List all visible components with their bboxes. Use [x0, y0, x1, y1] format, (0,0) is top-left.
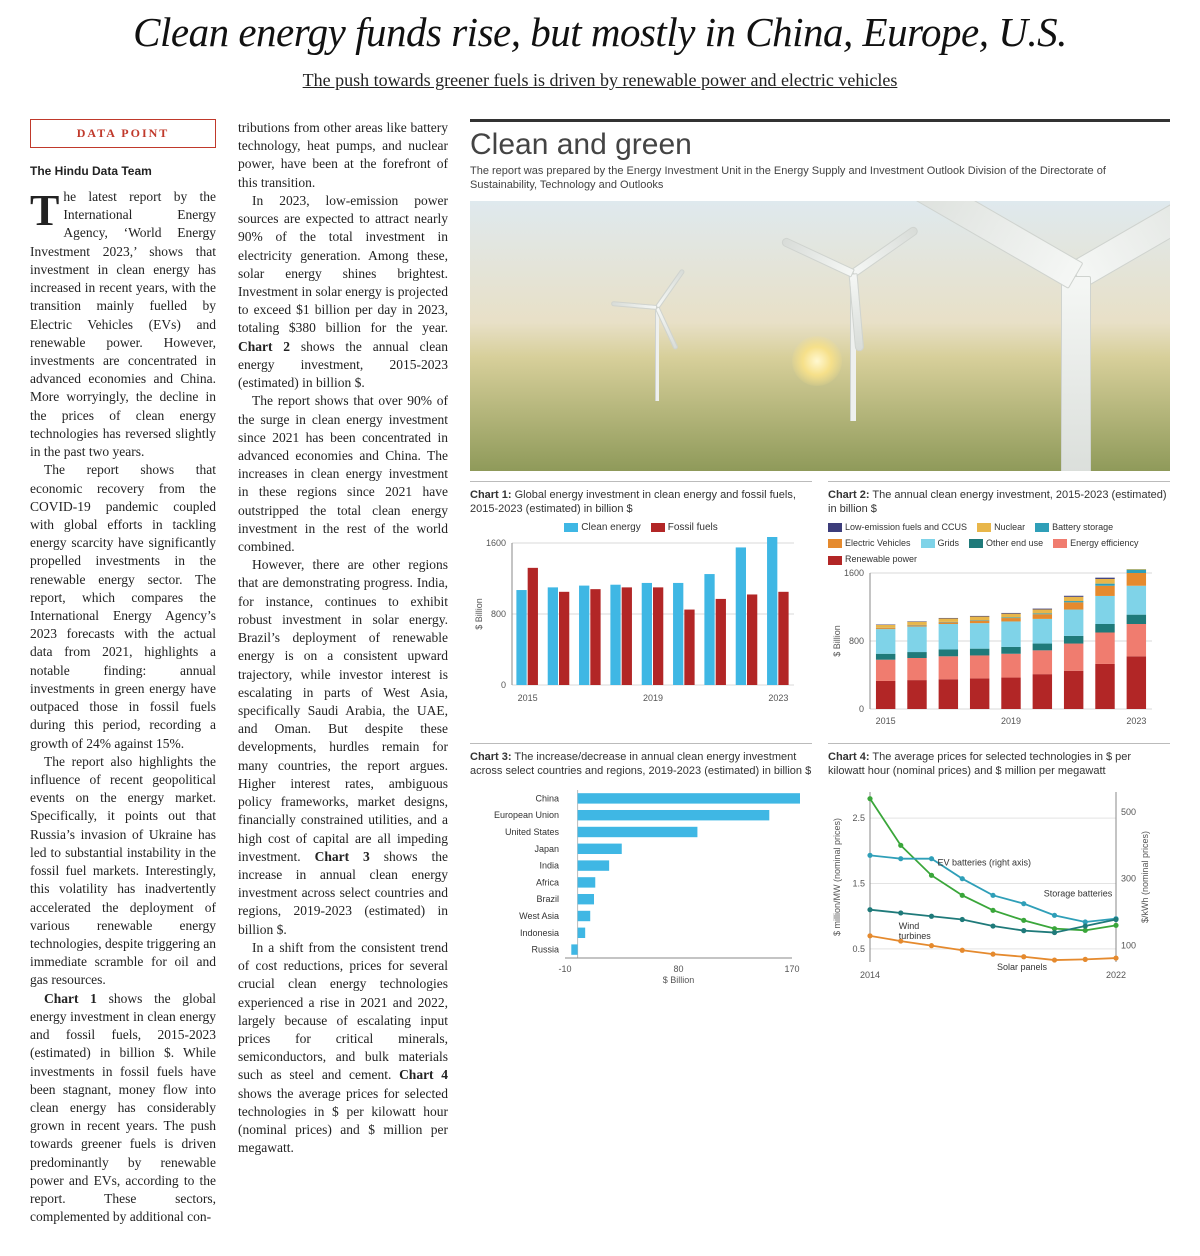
panel-title: Clean and green — [470, 128, 1170, 162]
svg-text:Storage batteries: Storage batteries — [1044, 888, 1113, 898]
p4: However, there are other regions that ar… — [238, 556, 448, 939]
svg-text:-10: -10 — [558, 964, 571, 974]
svg-text:800: 800 — [849, 636, 864, 646]
p1: The latest report by the International E… — [30, 188, 216, 461]
svg-text:China: China — [535, 794, 559, 804]
svg-text:EV batteries (right axis): EV batteries (right axis) — [938, 857, 1032, 867]
p5: In a shift from the consistent trend of … — [238, 939, 448, 1158]
svg-text:500: 500 — [1121, 807, 1136, 817]
p3: The report also highlights the influence… — [30, 753, 216, 990]
svg-text:300: 300 — [1121, 874, 1136, 884]
svg-text:2022: 2022 — [1106, 970, 1126, 980]
subhead: The push towards greener fuels is driven… — [30, 70, 1170, 91]
svg-text:Solar panels: Solar panels — [997, 962, 1048, 972]
data-point-badge: DATA POINT — [30, 119, 216, 148]
svg-text:2015: 2015 — [518, 693, 538, 703]
svg-text:2014: 2014 — [860, 970, 880, 980]
svg-text:2019: 2019 — [643, 693, 663, 703]
svg-text:Russia: Russia — [531, 945, 559, 955]
svg-text:800: 800 — [491, 609, 506, 619]
svg-text:$ Billion: $ Billion — [474, 598, 484, 630]
svg-text:European Union: European Union — [494, 810, 559, 820]
svg-text:2019: 2019 — [1001, 716, 1021, 726]
svg-text:Brazil: Brazil — [536, 894, 559, 904]
svg-text:1600: 1600 — [844, 569, 864, 578]
chart-2: Chart 2: The annual clean energy investm… — [828, 481, 1170, 729]
svg-text:2023: 2023 — [1126, 716, 1146, 726]
byline: The Hindu Data Team — [30, 164, 216, 178]
infographic-panel: Clean and green The report was prepared … — [470, 119, 1170, 1226]
svg-text:100: 100 — [1121, 940, 1136, 950]
svg-text:2023: 2023 — [768, 693, 788, 703]
svg-text:2.5: 2.5 — [852, 813, 865, 823]
hero-image — [470, 201, 1170, 471]
svg-text:2015: 2015 — [876, 716, 896, 726]
svg-text:Indonesia: Indonesia — [520, 928, 559, 938]
svg-text:170: 170 — [784, 964, 799, 974]
panel-desc: The report was prepared by the Energy In… — [470, 164, 1170, 193]
svg-text:0.5: 0.5 — [852, 944, 865, 954]
svg-text:India: India — [539, 861, 559, 871]
svg-text:Japan: Japan — [534, 844, 559, 854]
column-2: tributions from other areas like battery… — [238, 119, 448, 1226]
p1: tributions from other areas like battery… — [238, 119, 448, 192]
svg-text:0: 0 — [501, 680, 506, 690]
chart-3: Chart 3: The increase/decrease in annual… — [470, 743, 812, 985]
svg-text:United States: United States — [505, 827, 560, 837]
headline: Clean energy funds rise, but mostly in C… — [30, 8, 1170, 56]
column-1: DATA POINT The Hindu Data Team The lates… — [30, 119, 216, 1226]
svg-text:80: 80 — [673, 964, 683, 974]
p2: In 2023, low-emission power sources are … — [238, 192, 448, 392]
p2: The report shows that economic recovery … — [30, 461, 216, 753]
svg-text:1600: 1600 — [486, 538, 506, 548]
p4: Chart 1 shows the global energy investme… — [30, 990, 216, 1227]
svg-text:$ million/MW (nominal prices): $ million/MW (nominal prices) — [832, 818, 842, 936]
chart-4: Chart 4: The average prices for selected… — [828, 743, 1170, 985]
chart-1: Chart 1: Global energy investment in cle… — [470, 481, 812, 729]
svg-text:turbines: turbines — [899, 931, 932, 941]
svg-text:Wind: Wind — [899, 921, 920, 931]
svg-text:$ Billion: $ Billion — [663, 975, 695, 984]
svg-text:0: 0 — [859, 704, 864, 714]
svg-text:$ Billion: $ Billion — [832, 625, 842, 657]
p3: The report shows that over 90% of the su… — [238, 392, 448, 556]
svg-text:1.5: 1.5 — [852, 879, 865, 889]
svg-text:West Asia: West Asia — [519, 911, 559, 921]
svg-text:Africa: Africa — [536, 878, 559, 888]
svg-text:$/kWh (nominal prices): $/kWh (nominal prices) — [1140, 831, 1150, 923]
